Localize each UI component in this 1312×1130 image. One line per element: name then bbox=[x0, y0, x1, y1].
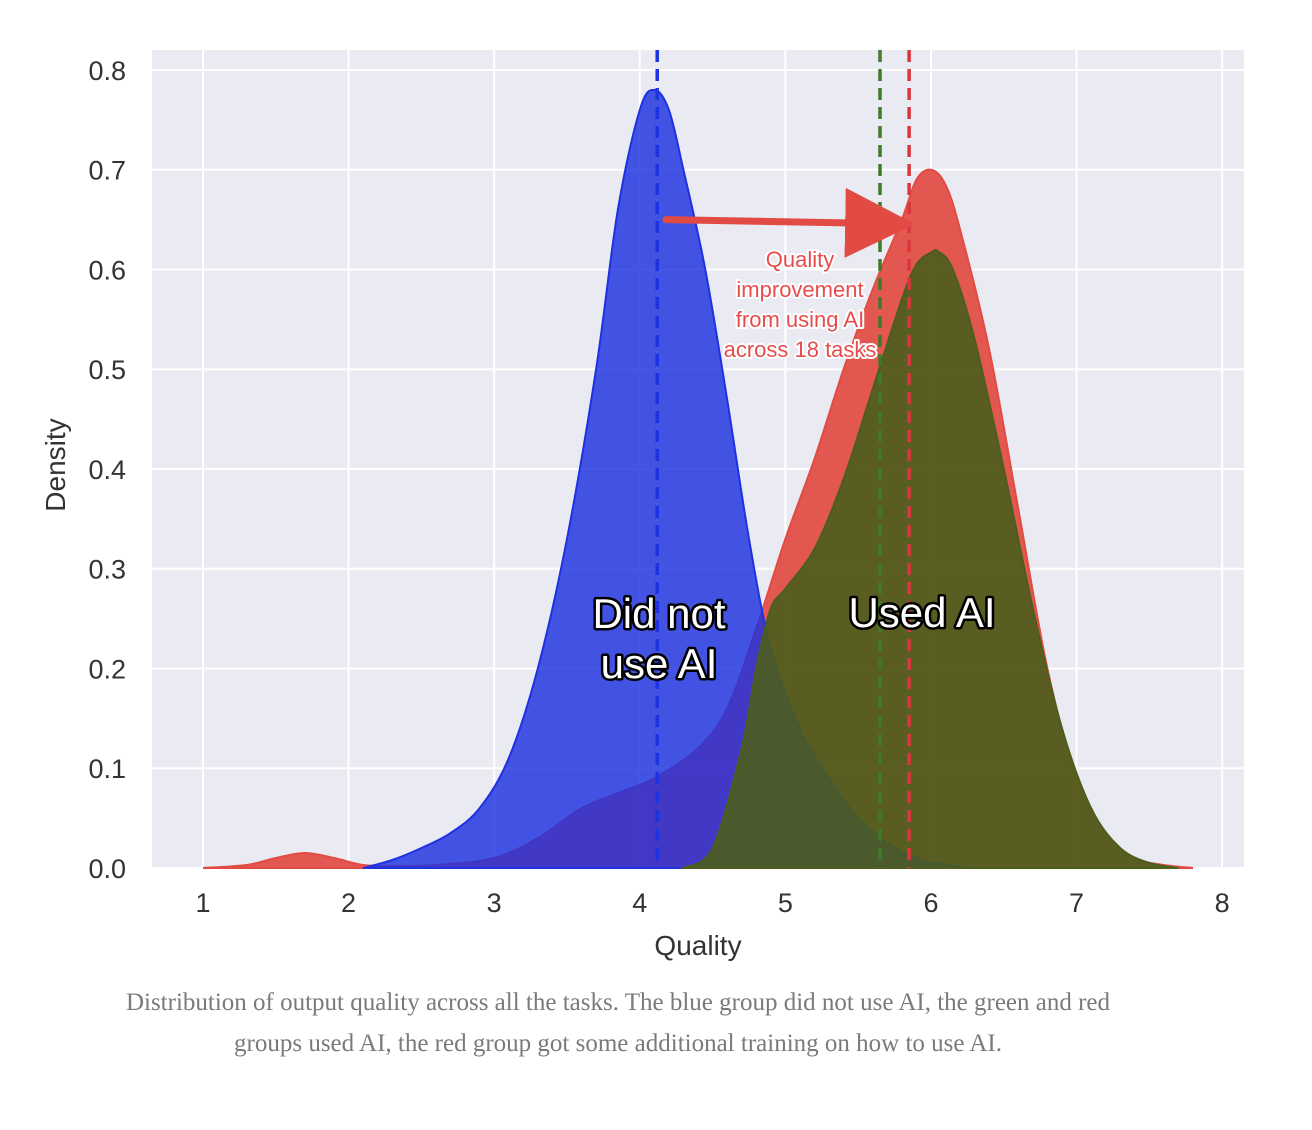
y-tick-label: 0.8 bbox=[88, 56, 126, 86]
improvement-line-2: improvement bbox=[736, 277, 863, 302]
x-tick-label: 8 bbox=[1215, 888, 1230, 918]
x-tick-label: 3 bbox=[487, 888, 502, 918]
mean-lines bbox=[655, 50, 911, 868]
improvement-line-4: across 18 tasks bbox=[724, 337, 877, 362]
did-not-use-ai-line-1: Did not bbox=[592, 590, 725, 637]
used-ai-label: Used AI bbox=[848, 589, 995, 636]
y-tick-label: 0.6 bbox=[88, 255, 126, 285]
improvement-annotation: Quality improvement from using AI across… bbox=[722, 245, 879, 364]
y-tick-label: 0.1 bbox=[88, 754, 126, 784]
x-tick-label: 4 bbox=[632, 888, 647, 918]
green-density-area bbox=[680, 249, 1179, 869]
x-tick-labels: 1 2 3 4 5 6 7 8 bbox=[195, 888, 1229, 918]
density-chart: 1 2 3 4 5 6 7 8 0.0 0.1 0.2 0.3 0.4 0.5 0.6 0.7 0.8 Qua… bbox=[40, 50, 1244, 961]
y-tick-label: 0.2 bbox=[88, 654, 126, 684]
y-tick-label: 0.7 bbox=[88, 156, 126, 186]
improvement-arrow bbox=[662, 187, 916, 258]
improvement-line-3: from using AI bbox=[736, 307, 864, 332]
y-tick-label: 0.4 bbox=[88, 455, 126, 485]
x-tick-label: 7 bbox=[1069, 888, 1084, 918]
did-not-use-ai-label: Did not use AI bbox=[590, 588, 728, 690]
y-tick-label: 0.0 bbox=[88, 854, 126, 884]
did-not-use-ai-line-2: use AI bbox=[601, 640, 718, 687]
x-tick-label: 5 bbox=[778, 888, 793, 918]
improvement-line-1: Quality bbox=[766, 247, 834, 272]
x-tick-label: 1 bbox=[195, 888, 210, 918]
x-tick-label: 2 bbox=[341, 888, 356, 918]
y-tick-label: 0.5 bbox=[88, 355, 126, 385]
x-tick-label: 6 bbox=[923, 888, 938, 918]
y-tick-labels: 0.0 0.1 0.2 0.3 0.4 0.5 0.6 0.7 0.8 bbox=[88, 56, 126, 884]
figure-caption: Distribution of output quality across al… bbox=[125, 989, 1111, 1057]
y-tick-label: 0.3 bbox=[88, 555, 126, 585]
x-axis-title: Quality bbox=[654, 930, 741, 961]
y-axis-title: Density bbox=[40, 418, 71, 511]
density-areas bbox=[202, 88, 1194, 869]
